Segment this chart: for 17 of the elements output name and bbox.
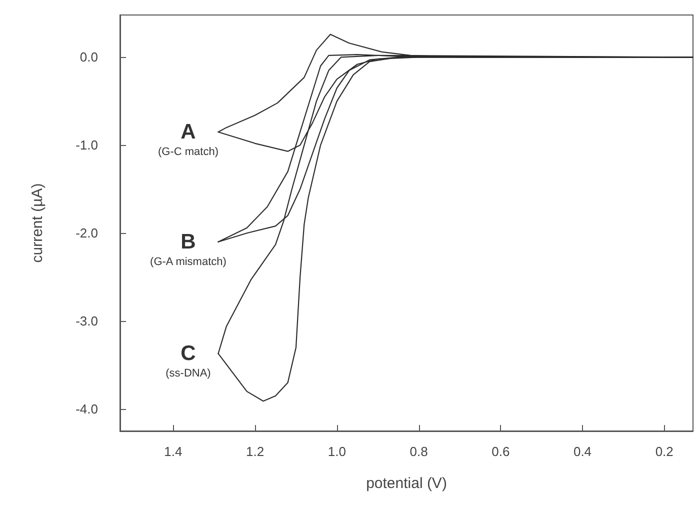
annotation: B (G-A mismatch) bbox=[150, 230, 226, 268]
y-tick-label: -4.0 bbox=[76, 402, 98, 417]
y-tick-label: -1.0 bbox=[76, 138, 98, 153]
y-tick-label: -3.0 bbox=[76, 314, 98, 329]
annotation: C (ss-DNA) bbox=[166, 342, 211, 380]
y-tick-label: -2.0 bbox=[76, 226, 98, 241]
x-tick-label: 1.0 bbox=[328, 444, 346, 459]
annotation: A (G-C match) bbox=[158, 120, 218, 158]
y-axis-title: current (µA) bbox=[29, 183, 46, 263]
x-tick-label: 0.8 bbox=[410, 444, 428, 459]
y-tick-label: 0.0 bbox=[80, 50, 98, 65]
x-tick-label: 0.6 bbox=[492, 444, 510, 459]
x-axis-title: potential (V) bbox=[366, 475, 447, 492]
x-tick-label: 0.4 bbox=[573, 444, 592, 459]
x-tick-label: 1.2 bbox=[246, 444, 264, 459]
x-tick-label: 1.4 bbox=[164, 444, 182, 459]
x-tick-label: 0.2 bbox=[655, 444, 674, 459]
